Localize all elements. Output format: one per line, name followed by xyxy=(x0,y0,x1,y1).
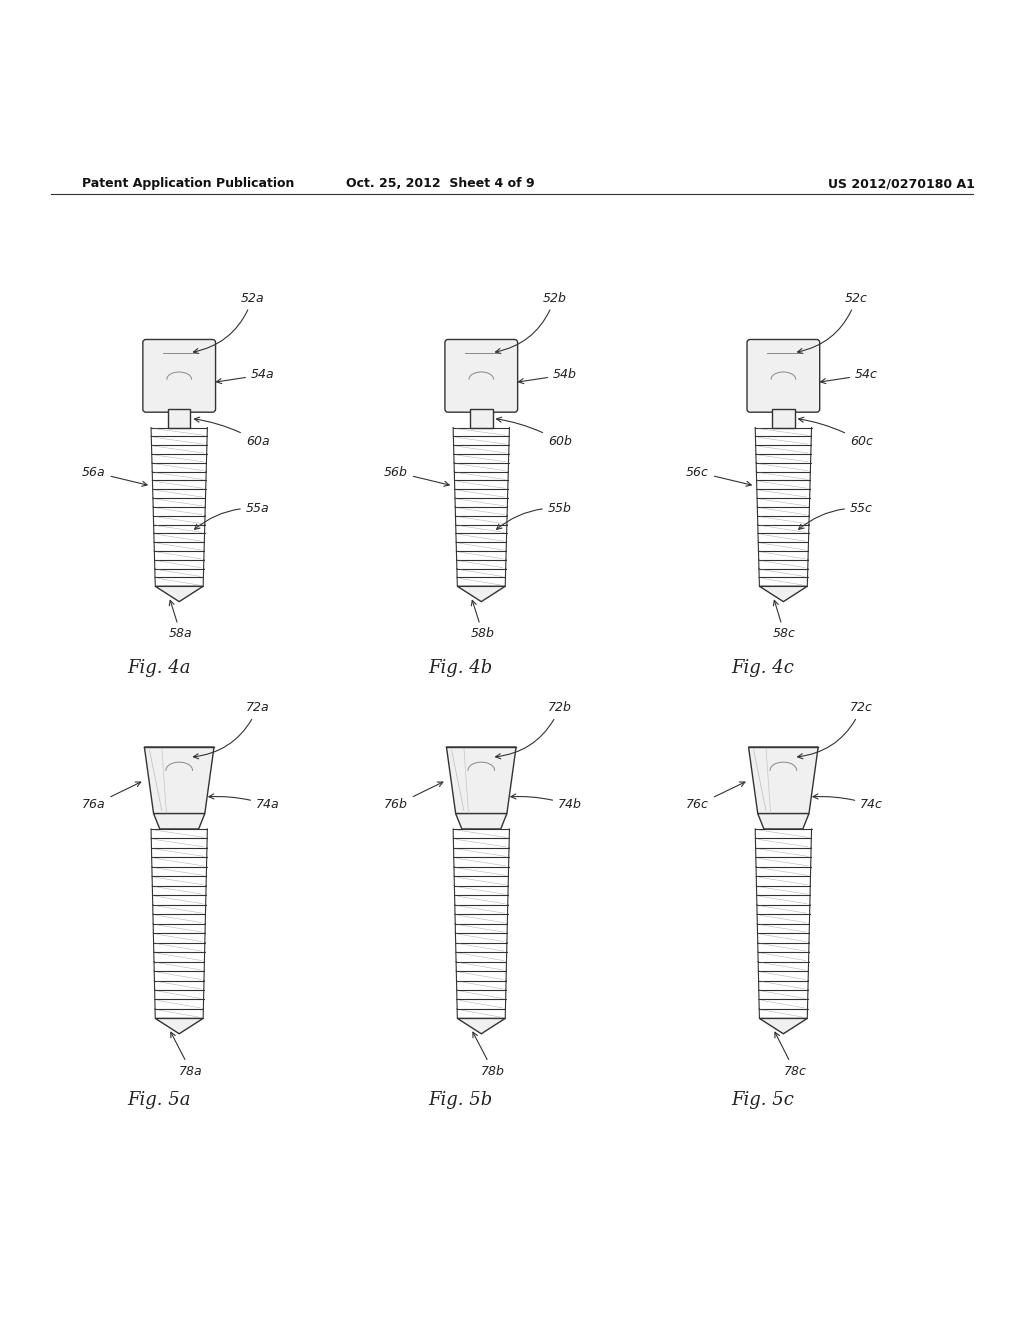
Polygon shape xyxy=(749,747,818,813)
Polygon shape xyxy=(144,747,214,813)
Text: 72a: 72a xyxy=(194,701,269,759)
Polygon shape xyxy=(154,813,205,829)
Text: 54c: 54c xyxy=(820,368,878,384)
Text: 78b: 78b xyxy=(473,1032,505,1077)
Text: 74a: 74a xyxy=(209,793,280,812)
Text: 78a: 78a xyxy=(171,1032,203,1077)
Text: 52c: 52c xyxy=(798,292,867,354)
Text: 58a: 58a xyxy=(169,601,193,640)
Polygon shape xyxy=(772,409,795,428)
Text: 52a: 52a xyxy=(194,292,264,354)
FancyBboxPatch shape xyxy=(444,339,518,412)
Text: Fig. 5a: Fig. 5a xyxy=(127,1092,190,1109)
Text: Fig. 4b: Fig. 4b xyxy=(429,659,493,677)
Polygon shape xyxy=(446,747,516,813)
Text: 52b: 52b xyxy=(496,292,566,354)
Polygon shape xyxy=(760,586,807,602)
Text: 56a: 56a xyxy=(82,466,147,486)
Text: 54a: 54a xyxy=(216,368,274,384)
Text: 60b: 60b xyxy=(497,417,571,447)
Text: 74c: 74c xyxy=(813,793,883,812)
Polygon shape xyxy=(458,586,505,602)
Text: 76b: 76b xyxy=(384,781,442,812)
Text: 55b: 55b xyxy=(497,502,571,529)
Text: 76c: 76c xyxy=(686,781,744,812)
Text: 55c: 55c xyxy=(799,502,872,529)
Text: 58c: 58c xyxy=(773,601,796,640)
Text: 60a: 60a xyxy=(195,417,269,447)
Text: 60c: 60c xyxy=(799,417,872,447)
Polygon shape xyxy=(458,1019,505,1034)
Text: 55a: 55a xyxy=(195,502,269,529)
Text: Fig. 4a: Fig. 4a xyxy=(127,659,190,677)
Text: Oct. 25, 2012  Sheet 4 of 9: Oct. 25, 2012 Sheet 4 of 9 xyxy=(346,177,535,190)
Text: 78c: 78c xyxy=(775,1032,806,1077)
Polygon shape xyxy=(156,1019,203,1034)
Text: Fig. 4c: Fig. 4c xyxy=(731,659,795,677)
Text: 56b: 56b xyxy=(384,466,450,486)
Polygon shape xyxy=(156,586,203,602)
Text: Fig. 5b: Fig. 5b xyxy=(429,1092,493,1109)
FancyBboxPatch shape xyxy=(748,339,819,412)
Text: 72b: 72b xyxy=(496,701,571,759)
Polygon shape xyxy=(758,813,809,829)
Text: 56c: 56c xyxy=(686,466,752,486)
Text: Patent Application Publication: Patent Application Publication xyxy=(82,177,294,190)
Text: 76a: 76a xyxy=(82,781,140,812)
Text: 58b: 58b xyxy=(471,601,495,640)
Polygon shape xyxy=(168,409,190,428)
Polygon shape xyxy=(470,409,493,428)
Text: Fig. 5c: Fig. 5c xyxy=(731,1092,795,1109)
Text: 54b: 54b xyxy=(518,368,577,384)
Polygon shape xyxy=(760,1019,807,1034)
Polygon shape xyxy=(456,813,507,829)
FancyBboxPatch shape xyxy=(142,339,215,412)
Text: US 2012/0270180 A1: US 2012/0270180 A1 xyxy=(827,177,975,190)
Text: 72c: 72c xyxy=(798,701,872,759)
Text: 74b: 74b xyxy=(511,793,582,812)
